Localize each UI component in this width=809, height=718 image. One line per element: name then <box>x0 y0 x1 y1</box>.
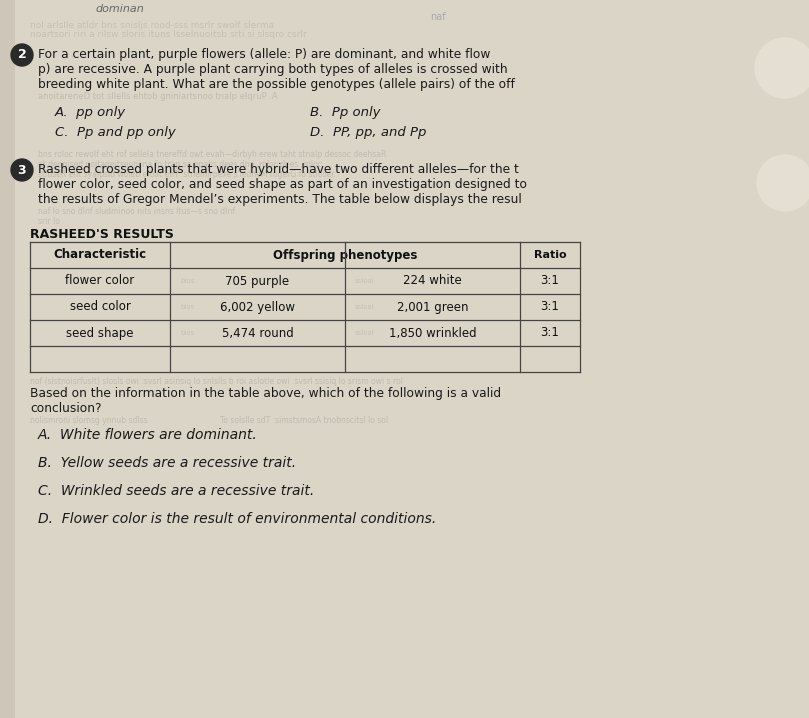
Circle shape <box>757 155 809 211</box>
Text: conclusion?: conclusion? <box>30 402 101 415</box>
Text: nol arlslle atldr bns snisljs rood-sss msrlr swolf slerma: nol arlslle atldr bns snisljs rood-sss m… <box>30 21 274 30</box>
Text: bios: bios <box>180 330 194 336</box>
Text: ot dengised noitageitsevni na fo trap sa epahs dees dna ,roloc dees ,roloc: ot dengised noitageitsevni na fo trap sa… <box>38 160 322 169</box>
Text: naf: naf <box>430 12 446 22</box>
Text: B.  Pp only: B. Pp only <box>310 106 380 119</box>
Text: srir lo: srir lo <box>38 217 60 226</box>
Text: D.  PP, pp, and Pp: D. PP, pp, and Pp <box>310 126 426 139</box>
Text: A.  pp only: A. pp only <box>55 106 126 119</box>
Text: the results of Gregor Mendel’s experiments. The table below displays the resul: the results of Gregor Mendel’s experimen… <box>38 193 522 206</box>
Text: 705 purple: 705 purple <box>226 274 290 287</box>
Text: Based on the information in the table above, which of the following is a valid: Based on the information in the table ab… <box>30 387 501 400</box>
Text: Ratio: Ratio <box>534 250 566 260</box>
Text: A.  White flowers are dominant.: A. White flowers are dominant. <box>38 428 258 442</box>
Text: 2: 2 <box>18 49 27 62</box>
Text: bios: bios <box>180 304 194 310</box>
Text: 1,850 wrinkled: 1,850 wrinkled <box>388 327 477 340</box>
Text: RASHEED'S RESULTS: RASHEED'S RESULTS <box>30 228 174 241</box>
Text: anoitareneD tot sllells ehtob gniniartsnoo tnalp elqruP .A: anoitareneD tot sllells ehtob gniniartsn… <box>38 92 277 101</box>
Text: 3:1: 3:1 <box>540 274 560 287</box>
Text: breeding white plant. What are the possible genotypes (allele pairs) of the off: breeding white plant. What are the possi… <box>38 78 515 91</box>
Circle shape <box>755 38 809 98</box>
Text: C.  Wrinkled seeds are a recessive trait.: C. Wrinkled seeds are a recessive trait. <box>38 484 314 498</box>
Text: D.  Flower color is the result of environmental conditions.: D. Flower color is the result of environ… <box>38 512 436 526</box>
Text: ssloal: ssloal <box>355 304 375 310</box>
Circle shape <box>11 159 33 181</box>
Text: flower color, seed color, and seed shape as part of an investigation designed to: flower color, seed color, and seed shape… <box>38 178 527 191</box>
Text: 6,002 yellow: 6,002 yellow <box>220 301 295 314</box>
Text: 3: 3 <box>18 164 27 177</box>
Text: 3:1: 3:1 <box>540 327 560 340</box>
Bar <box>0 0 15 718</box>
Text: seed shape: seed shape <box>66 327 133 340</box>
Text: noartsori riri a rilsw sloris ituns lsselnuoitsb srti si slsqro csrlr: noartsori riri a rilsw sloris ituns lsse… <box>30 30 307 39</box>
Text: B.  Yellow seeds are a recessive trait.: B. Yellow seeds are a recessive trait. <box>38 456 296 470</box>
Text: stluseR eht syalpsid woleb elbat ehT .stnemirpexe s'ledneM rogerG fo stluser: stluseR eht syalpsid woleb elbat ehT .st… <box>38 170 334 179</box>
Text: Rasheed crossed plants that were hybrid—have two different alleles—for the t: Rasheed crossed plants that were hybrid—… <box>38 163 519 176</box>
Text: naf lo sno dlnf sludminoo nits insns ltus—s sno dlnf: naf lo sno dlnf sludminoo nits insns ltu… <box>38 207 235 216</box>
Text: 2,001 green: 2,001 green <box>396 301 468 314</box>
Text: C.  Pp and pp only: C. Pp and pp only <box>55 126 176 139</box>
Text: To solslle sdT :simstsmosA tnobnscitsl lo sol: To solslle sdT :simstsmosA tnobnscitsl l… <box>220 416 388 425</box>
Text: dominan: dominan <box>95 4 144 14</box>
Text: bns roloc rewolf eht rof sellela tnereffd owt evah—dirbyh erew taht stnalp desso: bns roloc rewolf eht rof sellela tnereff… <box>38 150 387 159</box>
Text: Offspring phenotypes: Offspring phenotypes <box>273 248 417 261</box>
Text: seed color: seed color <box>70 301 130 314</box>
Text: p) are recessive. A purple plant carrying both types of alleles is crossed with: p) are recessive. A purple plant carryin… <box>38 63 507 76</box>
Circle shape <box>11 44 33 66</box>
Text: 5,474 round: 5,474 round <box>222 327 294 340</box>
Text: For a certain plant, purple flowers (allele: P) are dominant, and white flow: For a certain plant, purple flowers (all… <box>38 48 490 61</box>
Text: flower color: flower color <box>66 274 134 287</box>
Text: 224 white: 224 white <box>403 274 462 287</box>
Text: nof (slstnoisrfuslt) slosls owi :svsrl asinsiq lo snlslls b roi aslotle owi :svs: nof (slstnoisrfuslt) slosls owi :svsrl a… <box>30 377 403 386</box>
Text: ssloal: ssloal <box>355 330 375 336</box>
Text: bios: bios <box>180 278 194 284</box>
Text: 3:1: 3:1 <box>540 301 560 314</box>
Text: nolismroni slomsg ynnub sdlss: nolismroni slomsg ynnub sdlss <box>30 416 147 425</box>
Text: ssloal: ssloal <box>355 278 375 284</box>
Text: Characteristic: Characteristic <box>53 248 146 261</box>
